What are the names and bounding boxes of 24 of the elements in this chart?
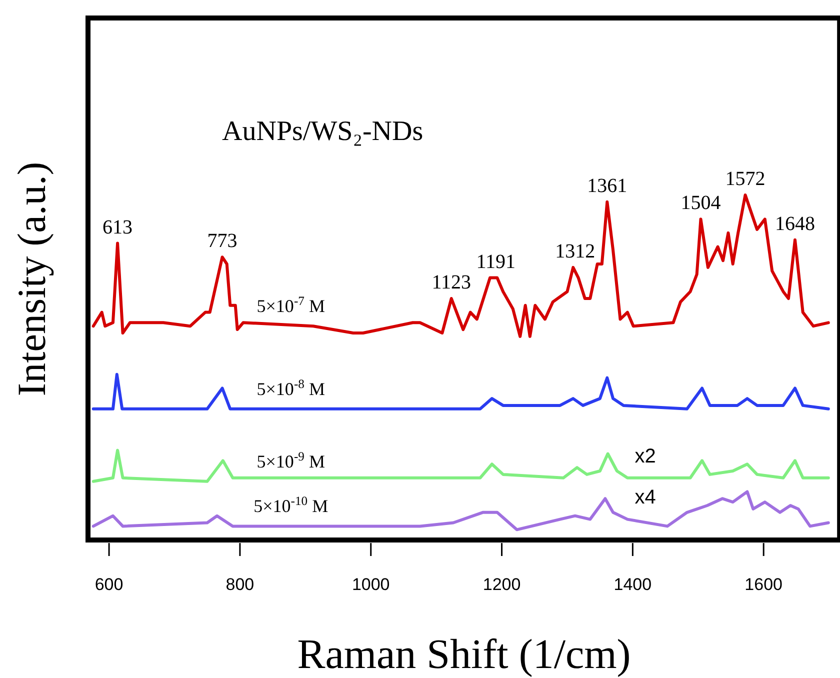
x-tick-label: 1400 [614, 575, 652, 594]
x-tick-label: 600 [94, 575, 124, 594]
series-label: 5×10$^{-9}$ M [256, 449, 325, 472]
annotation: 1361 [587, 174, 628, 197]
chart-title: AuNPs/WS₂-NDs [222, 116, 424, 147]
annotation: 1504 [680, 192, 721, 214]
series-label: 5×10$^{-8}$ M [256, 376, 325, 399]
x-tick-label: 1600 [744, 575, 783, 594]
annotation: x4 [634, 486, 656, 509]
x-tick-label: 800 [226, 575, 254, 594]
annotation: 773 [207, 230, 238, 252]
annotation: 1123 [432, 272, 472, 294]
annotation: 1191 [476, 250, 516, 273]
annotation: 613 [102, 216, 133, 238]
annotation: 1312 [555, 240, 596, 262]
y-axis-title: Intensity (a.u.) [9, 162, 54, 396]
series-label: 5×10$^{-10}$ M [254, 494, 328, 516]
annotation: 1572 [725, 168, 766, 190]
x-axis-title: Raman Shift (1/cm) [297, 632, 631, 678]
x-tick-label: 1200 [482, 575, 521, 594]
annotation: 1648 [775, 212, 816, 235]
x-tick-label: 1000 [352, 575, 390, 594]
annotation: x2 [634, 445, 656, 468]
series-label: 5×10$^{-7}$ M [256, 294, 325, 316]
